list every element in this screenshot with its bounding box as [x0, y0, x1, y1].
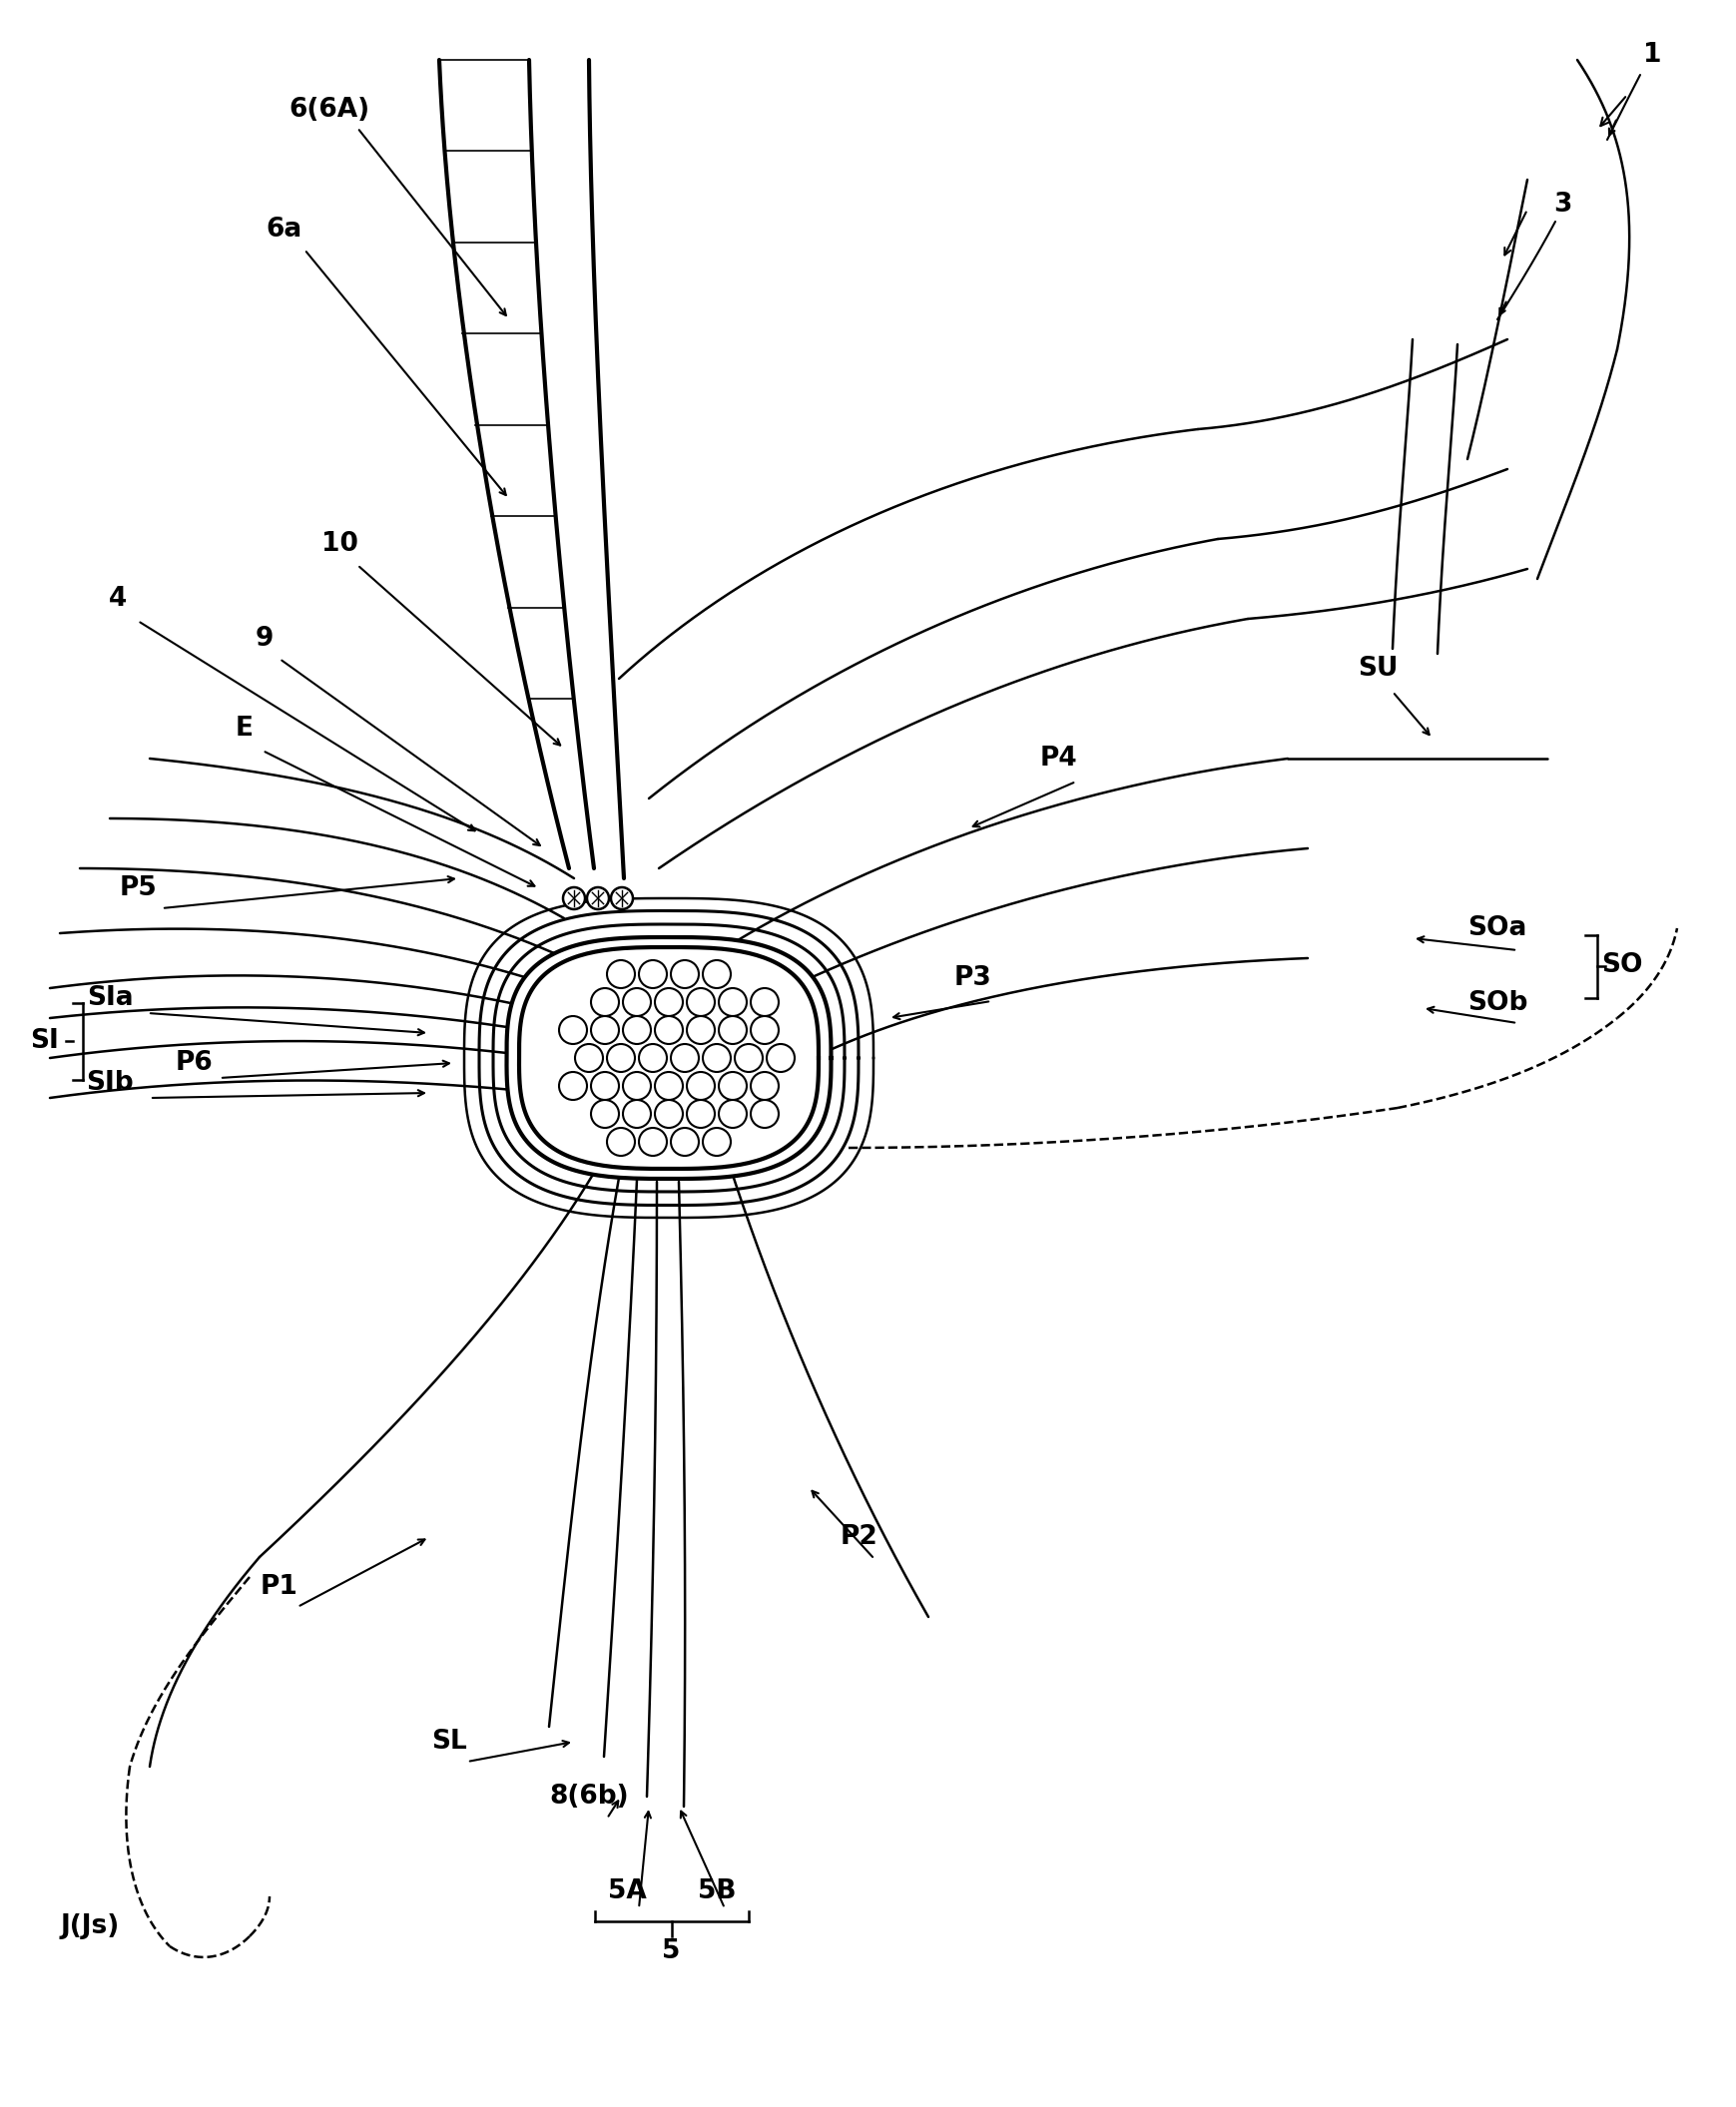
Circle shape — [670, 1127, 700, 1157]
Circle shape — [687, 1100, 715, 1127]
Text: P4: P4 — [1040, 746, 1076, 771]
Circle shape — [719, 1100, 746, 1127]
Text: P1: P1 — [260, 1574, 299, 1599]
Circle shape — [734, 1043, 762, 1072]
Text: 1: 1 — [1642, 42, 1661, 67]
Text: 5: 5 — [661, 1938, 681, 1964]
Circle shape — [719, 988, 746, 1016]
Circle shape — [654, 1072, 682, 1100]
Circle shape — [623, 1016, 651, 1043]
Circle shape — [654, 988, 682, 1016]
Circle shape — [559, 1072, 587, 1100]
Text: 8(6b): 8(6b) — [549, 1785, 628, 1810]
Text: 5B: 5B — [698, 1879, 736, 1905]
Text: SIb: SIb — [87, 1070, 134, 1096]
Circle shape — [608, 1043, 635, 1072]
Circle shape — [750, 1072, 779, 1100]
Text: J(Js): J(Js) — [61, 1913, 120, 1938]
Text: 6a: 6a — [266, 217, 302, 242]
Text: SU: SU — [1358, 655, 1397, 683]
Text: SO: SO — [1602, 952, 1642, 978]
Text: 4: 4 — [109, 586, 127, 611]
Text: 10: 10 — [321, 531, 358, 556]
Circle shape — [623, 988, 651, 1016]
Circle shape — [687, 1016, 715, 1043]
Text: P3: P3 — [955, 965, 993, 990]
Circle shape — [687, 1072, 715, 1100]
Circle shape — [623, 1072, 651, 1100]
Circle shape — [639, 961, 667, 988]
Circle shape — [750, 988, 779, 1016]
Text: 9: 9 — [255, 626, 274, 651]
Circle shape — [703, 961, 731, 988]
Circle shape — [590, 1016, 620, 1043]
Circle shape — [767, 1043, 795, 1072]
Circle shape — [703, 1127, 731, 1157]
Circle shape — [687, 988, 715, 1016]
Polygon shape — [507, 938, 832, 1178]
Circle shape — [639, 1043, 667, 1072]
Circle shape — [703, 1043, 731, 1072]
Text: P6: P6 — [175, 1049, 214, 1077]
Circle shape — [590, 1100, 620, 1127]
Text: E: E — [236, 716, 253, 742]
Circle shape — [654, 1016, 682, 1043]
Circle shape — [590, 1072, 620, 1100]
Circle shape — [608, 1127, 635, 1157]
Text: SOa: SOa — [1467, 914, 1528, 942]
Circle shape — [719, 1016, 746, 1043]
Polygon shape — [519, 948, 819, 1169]
Text: P5: P5 — [120, 874, 156, 902]
Circle shape — [608, 961, 635, 988]
Circle shape — [750, 1016, 779, 1043]
Text: SI: SI — [31, 1028, 59, 1054]
Text: 5A: 5A — [608, 1879, 646, 1905]
Circle shape — [623, 1100, 651, 1127]
Text: SIa: SIa — [87, 986, 134, 1011]
Circle shape — [611, 887, 634, 910]
Text: SOb: SOb — [1467, 990, 1528, 1016]
Text: 3: 3 — [1554, 192, 1571, 217]
Circle shape — [670, 961, 700, 988]
Circle shape — [670, 1043, 700, 1072]
Circle shape — [575, 1043, 602, 1072]
Text: 6(6A): 6(6A) — [288, 97, 370, 122]
Circle shape — [562, 887, 585, 910]
Circle shape — [750, 1100, 779, 1127]
Circle shape — [719, 1072, 746, 1100]
Text: P2: P2 — [840, 1523, 877, 1551]
Circle shape — [587, 887, 609, 910]
Circle shape — [654, 1100, 682, 1127]
Circle shape — [590, 988, 620, 1016]
Circle shape — [639, 1127, 667, 1157]
Circle shape — [559, 1016, 587, 1043]
Text: SL: SL — [431, 1728, 467, 1755]
